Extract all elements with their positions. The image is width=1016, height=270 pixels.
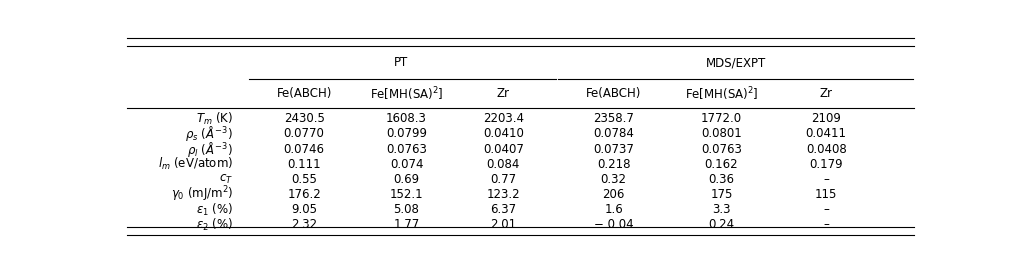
Text: 0.179: 0.179: [810, 158, 843, 171]
Text: 0.0770: 0.0770: [283, 127, 324, 140]
Text: 1608.3: 1608.3: [386, 112, 427, 125]
Text: 0.0763: 0.0763: [701, 143, 742, 156]
Text: 0.0408: 0.0408: [806, 143, 846, 156]
Text: 1.77: 1.77: [393, 218, 420, 231]
Text: 6.37: 6.37: [491, 203, 516, 216]
Text: Fe(ABCH): Fe(ABCH): [276, 87, 332, 100]
Text: 0.0784: 0.0784: [593, 127, 634, 140]
Text: 0.0763: 0.0763: [386, 143, 427, 156]
Text: 123.2: 123.2: [487, 188, 520, 201]
Text: Fe(ABCH): Fe(ABCH): [586, 87, 641, 100]
Text: 0.55: 0.55: [292, 173, 317, 186]
Text: $\epsilon_1$ (%): $\epsilon_1$ (%): [196, 202, 234, 218]
Text: –: –: [823, 173, 829, 186]
Text: 115: 115: [815, 188, 837, 201]
Text: $l_m$ (eV/atom): $l_m$ (eV/atom): [158, 156, 234, 172]
Text: 2358.7: 2358.7: [593, 112, 634, 125]
Text: 2203.4: 2203.4: [483, 112, 524, 125]
Text: –: –: [823, 203, 829, 216]
Text: Zr: Zr: [497, 87, 510, 100]
Text: $T_m$ (K): $T_m$ (K): [196, 111, 234, 127]
Text: Fe[MH(SA)$^2$]: Fe[MH(SA)$^2$]: [370, 85, 443, 103]
Text: 0.0407: 0.0407: [483, 143, 524, 156]
Text: Fe[MH(SA)$^2$]: Fe[MH(SA)$^2$]: [685, 85, 758, 103]
Text: 0.0737: 0.0737: [593, 143, 634, 156]
Text: $\rho_s$ ($\AA^{-3}$): $\rho_s$ ($\AA^{-3}$): [186, 124, 234, 143]
Text: 0.074: 0.074: [390, 158, 424, 171]
Text: 2430.5: 2430.5: [283, 112, 324, 125]
Text: 3.3: 3.3: [712, 203, 731, 216]
Text: 0.69: 0.69: [393, 173, 420, 186]
Text: 2.01: 2.01: [491, 218, 516, 231]
Text: 0.111: 0.111: [288, 158, 321, 171]
Text: 0.218: 0.218: [596, 158, 630, 171]
Text: 2109: 2109: [811, 112, 841, 125]
Text: Zr: Zr: [820, 87, 833, 100]
Text: 0.0410: 0.0410: [483, 127, 524, 140]
Text: 0.24: 0.24: [708, 218, 735, 231]
Text: 0.0799: 0.0799: [386, 127, 427, 140]
Text: 0.084: 0.084: [487, 158, 520, 171]
Text: − 0.04: − 0.04: [593, 218, 633, 231]
Text: 2.32: 2.32: [292, 218, 317, 231]
Text: 0.0411: 0.0411: [806, 127, 846, 140]
Text: 0.32: 0.32: [600, 173, 627, 186]
Text: $\epsilon_2$ (%): $\epsilon_2$ (%): [196, 217, 234, 233]
Text: $\rho_l$ ($\AA^{-3}$): $\rho_l$ ($\AA^{-3}$): [188, 140, 234, 158]
Text: 9.05: 9.05: [292, 203, 317, 216]
Text: 5.08: 5.08: [393, 203, 420, 216]
Text: 0.0801: 0.0801: [701, 127, 742, 140]
Text: 176.2: 176.2: [288, 188, 321, 201]
Text: 175: 175: [710, 188, 733, 201]
Text: $c_T$: $c_T$: [219, 173, 234, 186]
Text: 0.0746: 0.0746: [283, 143, 325, 156]
Text: –: –: [823, 218, 829, 231]
Text: 0.162: 0.162: [705, 158, 739, 171]
Text: 152.1: 152.1: [390, 188, 424, 201]
Text: MDS/EXPT: MDS/EXPT: [705, 56, 766, 69]
Text: 1.6: 1.6: [605, 203, 623, 216]
Text: 0.36: 0.36: [708, 173, 735, 186]
Text: 0.77: 0.77: [491, 173, 516, 186]
Text: 1772.0: 1772.0: [701, 112, 742, 125]
Text: $\gamma_0$ (mJ/m$^2$): $\gamma_0$ (mJ/m$^2$): [171, 185, 234, 204]
Text: PT: PT: [394, 56, 408, 69]
Text: 206: 206: [602, 188, 625, 201]
